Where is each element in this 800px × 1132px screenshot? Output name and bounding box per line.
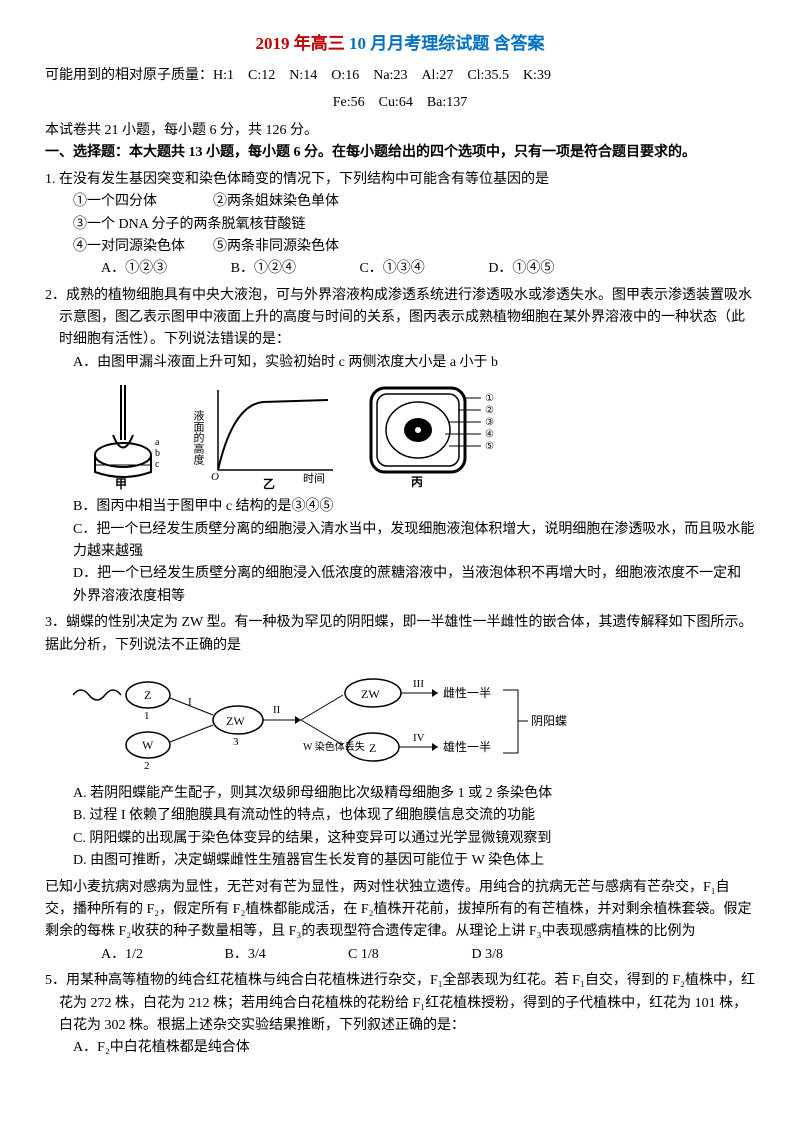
label-b: b — [155, 448, 160, 459]
title-blue: 10 月月考理综试题 含答案 — [349, 34, 545, 53]
q5-stem: 5．用某种高等植物的纯合红花植株与纯合白花植株进行杂交，F₁全部表现为红花。若 … — [45, 970, 755, 1037]
q1-line1: ①一个四分体 ②两条姐妹染色单体 — [45, 191, 755, 213]
q3-diagram: Z 1 W 2 I ZW 3 II ZW W 染色体丢失 Z III 雌性一半 — [73, 665, 755, 775]
q4-opt-c: C 1/8 — [348, 944, 468, 966]
node-z2: Z — [369, 741, 376, 755]
q1-opt-a: A．①②③ — [101, 258, 167, 280]
q2-figures: a b c 甲 液面的高度 O 时间 乙 ① ② — [45, 380, 755, 490]
female-half: 雌性一半 — [443, 685, 491, 700]
edge-ii: II — [273, 704, 281, 716]
atomic-mass-2: Fe:56 Cu:64 Ba:137 — [45, 92, 755, 114]
title-red: 2019 年高三 — [256, 34, 345, 53]
q4-opt-b: B．3/4 — [225, 944, 345, 966]
q1-opt-d: D．①④⑤ — [488, 258, 554, 280]
yi-ylabel: 液面的高度 — [193, 409, 205, 466]
node-zw: ZW — [226, 714, 245, 728]
q4-stem: 已知小麦抗病对感病为显性，无芒对有芒为显性，两对性状独立遗传。用纯合的抗病无芒与… — [45, 877, 755, 944]
question-1: 1. 在没有发生基因突变和染色体畸变的情况下，下列结构中可能含有等位基因的是 ①… — [45, 169, 755, 281]
label-a: a — [155, 437, 160, 448]
male-half: 雄性一半 — [443, 739, 491, 754]
cell-2: ② — [485, 405, 494, 416]
node-3: 3 — [233, 736, 239, 748]
cell-3: ③ — [485, 417, 494, 428]
label-yi: 乙 — [263, 477, 275, 490]
q4-opt-a: A．1/2 — [101, 944, 221, 966]
q1-options: A．①②③ B．①②④ C．①③④ D．①④⑤ — [45, 258, 755, 280]
q2-stem: 2．成熟的植物细胞具有中央大液泡，可与外界溶液构成渗透系统进行渗透吸水或渗透失水… — [45, 285, 755, 352]
label-c: c — [155, 459, 160, 470]
q1-opt-b: B．①②④ — [231, 258, 296, 280]
cell-1: ① — [485, 393, 494, 404]
q4-opt-d: D 3/8 — [472, 944, 592, 966]
figure-yi: 液面的高度 O 时间 乙 — [193, 380, 343, 490]
question-4: 已知小麦抗病对感病为显性，无芒对有芒为显性，两对性状独立遗传。用纯合的抗病无芒与… — [45, 877, 755, 967]
yi-origin: O — [211, 471, 219, 483]
q5-opt-a: A．F₂中白花植株都是纯合体 — [45, 1037, 755, 1059]
section-header: 一、选择题：本大题共 13 小题，每小题 6 分。在每小题给出的四个选项中，只有… — [45, 142, 755, 164]
figure-bing: ① ② ③ ④ ⑤ 丙 — [363, 380, 523, 490]
figure-jia: a b c 甲 — [73, 380, 173, 490]
exam-note: 本试卷共 21 小题，每小题 6 分，共 126 分。 — [45, 120, 755, 142]
q2-opt-c: C．把一个已经发生质壁分离的细胞浸入清水当中，发现细胞液泡体积增大，说明细胞在渗… — [45, 519, 755, 564]
cell-5: ⑤ — [485, 441, 494, 452]
node-zw2: ZW — [361, 687, 380, 701]
node-z: Z — [144, 688, 151, 702]
label-jia: 甲 — [115, 477, 127, 490]
q3-opt-b: B. 过程 I 依赖了细胞膜具有流动性的特点，也体现了细胞膜信息交流的功能 — [45, 805, 755, 827]
q2-opt-a: A．由图甲漏斗液面上升可知，实验初始时 c 两侧浓度大小是 a 小于 b — [45, 352, 755, 374]
q3-opt-c: C. 阴阳蝶的出现属于染色体变异的结果，这种变异可以通过光学显微镜观察到 — [45, 828, 755, 850]
node-1: 1 — [144, 710, 150, 722]
page-title: 2019 年高三 10 月月考理综试题 含答案 — [45, 30, 755, 57]
yi-xlabel: 时间 — [303, 472, 325, 485]
q1-stem: 1. 在没有发生基因突变和染色体畸变的情况下，下列结构中可能含有等位基因的是 — [45, 169, 755, 191]
cell-4: ④ — [485, 429, 494, 440]
node-w: W — [142, 738, 154, 752]
q2-opt-d: D．把一个已经发生质壁分离的细胞浸入低浓度的蔗糖溶液中，当液泡体积不再增大时，细… — [45, 563, 755, 608]
node-2: 2 — [144, 760, 150, 772]
question-5: 5．用某种高等植物的纯合红花植株与纯合白花植株进行杂交，F₁全部表现为红花。若 … — [45, 970, 755, 1060]
loss-label: W 染色体丢失 — [303, 740, 365, 753]
atomic-mass-1: 可能用到的相对原子质量：H:1 C:12 N:14 O:16 Na:23 Al:… — [45, 65, 755, 87]
q1-opt-c: C．①③④ — [359, 258, 424, 280]
question-3: 3．蝴蝶的性别决定为 ZW 型。有一种极为罕见的阴阳蝶，即一半雄性一半雌性的嵌合… — [45, 612, 755, 872]
q3-opt-d: D. 由图可推断，决定蝴蝶雌性生殖器官生长发育的基因可能位于 W 染色体上 — [45, 850, 755, 872]
yy-label: 阴阳蝶 — [531, 713, 567, 728]
q3-opt-a: A. 若阴阳蝶能产生配子，则其次级卵母细胞比次级精母细胞多 1 或 2 条染色体 — [45, 783, 755, 805]
edge-iv: IV — [413, 732, 425, 744]
edge-i: I — [188, 696, 192, 708]
q3-stem: 3．蝴蝶的性别决定为 ZW 型。有一种极为罕见的阴阳蝶，即一半雄性一半雌性的嵌合… — [45, 612, 755, 657]
q1-line2: ③一个 DNA 分子的两条脱氧核苷酸链 — [45, 214, 755, 236]
edge-iii: III — [413, 678, 424, 690]
question-2: 2．成熟的植物细胞具有中央大液泡，可与外界溶液构成渗透系统进行渗透吸水或渗透失水… — [45, 285, 755, 609]
q1-line3: ④一对同源染色体 ⑤两条非同源染色体 — [45, 236, 755, 258]
q2-opt-b: B．图丙中相当于图甲中 c 结构的是③④⑤ — [45, 496, 755, 518]
label-bing: 丙 — [411, 475, 423, 489]
q4-options: A．1/2 B．3/4 C 1/8 D 3/8 — [45, 944, 755, 966]
